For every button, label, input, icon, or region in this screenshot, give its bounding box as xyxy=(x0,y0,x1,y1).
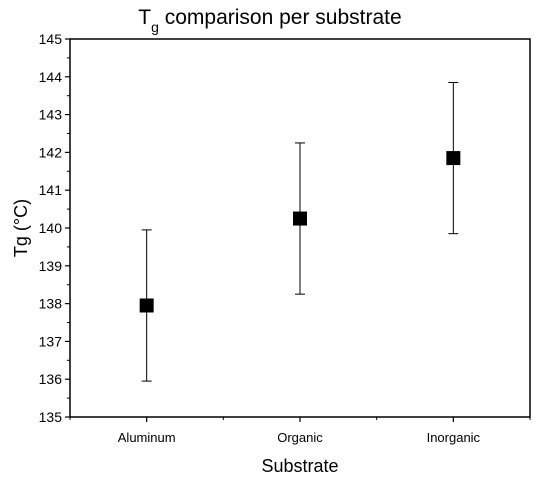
y-tick-label: 142 xyxy=(39,144,63,160)
x-axis: Aluminum Organic Inorganic xyxy=(69,417,531,445)
y-tick-label: 138 xyxy=(39,296,63,312)
data-point xyxy=(139,298,154,313)
y-tick-label: 140 xyxy=(39,220,63,236)
y-axis: 135 136 137 138 139 140 141 142 143 144 145 xyxy=(39,31,70,425)
data-point xyxy=(293,211,307,226)
y-axis-label: Tg (°C) xyxy=(11,199,31,257)
y-tick-label: 145 xyxy=(39,31,63,47)
y-tick-label: 144 xyxy=(39,69,63,85)
x-axis-label: Substrate xyxy=(261,456,338,476)
y-tick-label: 143 xyxy=(39,107,63,123)
y-tick-label: 135 xyxy=(39,409,63,425)
x-tick-label: Organic xyxy=(277,430,323,445)
y-tick-label: 137 xyxy=(39,333,63,349)
chart-title: Tg comparison per substrate xyxy=(138,6,401,35)
y-tick-label: 136 xyxy=(39,371,63,387)
y-tick-label: 141 xyxy=(39,182,63,198)
data-series xyxy=(139,81,461,382)
y-tick-label: 139 xyxy=(39,258,63,274)
data-point xyxy=(446,151,461,166)
x-tick-label: Aluminum xyxy=(118,430,176,445)
x-tick-label: Inorganic xyxy=(427,430,481,445)
